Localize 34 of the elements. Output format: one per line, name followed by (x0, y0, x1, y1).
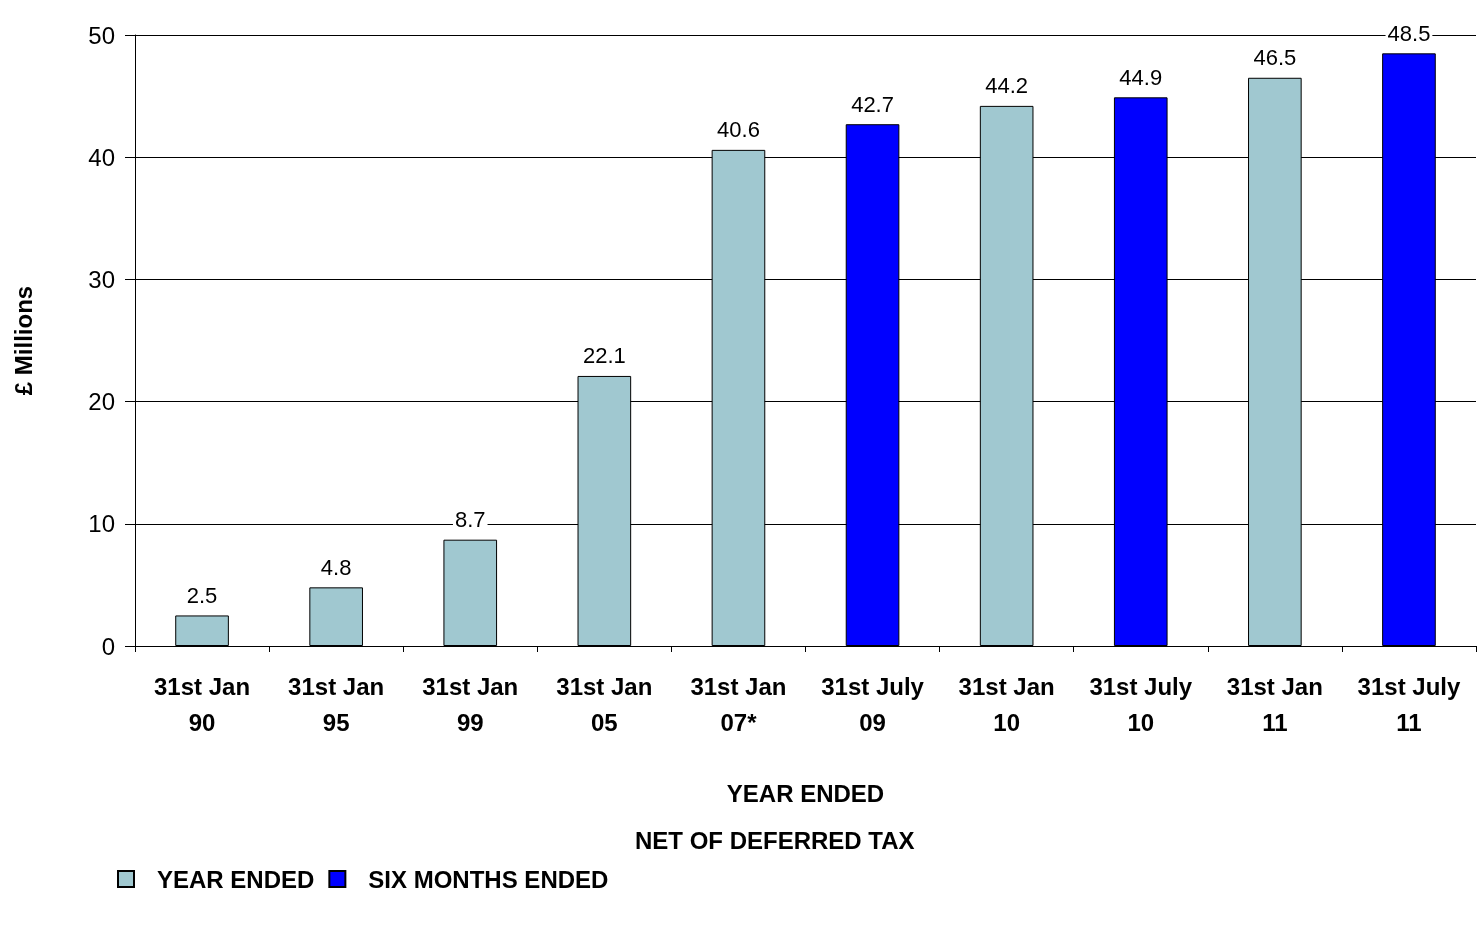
data-label: 42.7 (851, 91, 894, 117)
x-tick-label: 31st Jan 99 (422, 672, 519, 736)
x-tick-label: 31st Jan 05 (556, 672, 653, 736)
y-tick-label: 40 (88, 143, 115, 171)
y-tick-label: 50 (88, 21, 115, 49)
x-tick-label: 31st Jan 95 (288, 672, 385, 736)
data-label: 4.8 (320, 554, 352, 580)
x-tick-label: 31st July 11 (1357, 672, 1461, 736)
data-label: 48.5 (1387, 20, 1431, 46)
data-label: 44.9 (1119, 64, 1163, 90)
text: NET OF DEFERRED TAX (635, 826, 915, 854)
data-label: 44.2 (985, 73, 1029, 99)
data-label: 22.1 (582, 343, 626, 369)
bar (175, 615, 229, 646)
y-axis-title: £ Millions (9, 285, 37, 396)
x-tick-label: 31st Jan 11 (1226, 672, 1323, 736)
data-label: 40.6 (717, 117, 760, 143)
x-tick-label: 31st Jan 90 (154, 672, 251, 736)
data-label: 2.5 (186, 582, 218, 608)
data-label: 46.5 (1253, 45, 1297, 71)
x-tick-label: 31st Jan 07* (690, 672, 787, 736)
y-tick-label: 20 (88, 388, 115, 416)
y-tick-label: 30 (88, 265, 115, 293)
data-label: 8.7 (454, 507, 486, 533)
bar (309, 587, 363, 646)
x-axis-title: YEAR ENDED (726, 779, 885, 807)
y-tick-label: 10 (88, 510, 115, 538)
legend-label: SIX MONTHS ENDED (368, 865, 609, 893)
x-tick-label: 31st July 09 (821, 672, 925, 736)
bar (443, 539, 498, 646)
y-tick-label: 0 (101, 632, 115, 660)
x-tick-label: 31st Jan 10 (958, 672, 1055, 736)
legend-label: YEAR ENDED (157, 865, 315, 893)
x-tick-label: 31st July 10 (1089, 672, 1193, 736)
